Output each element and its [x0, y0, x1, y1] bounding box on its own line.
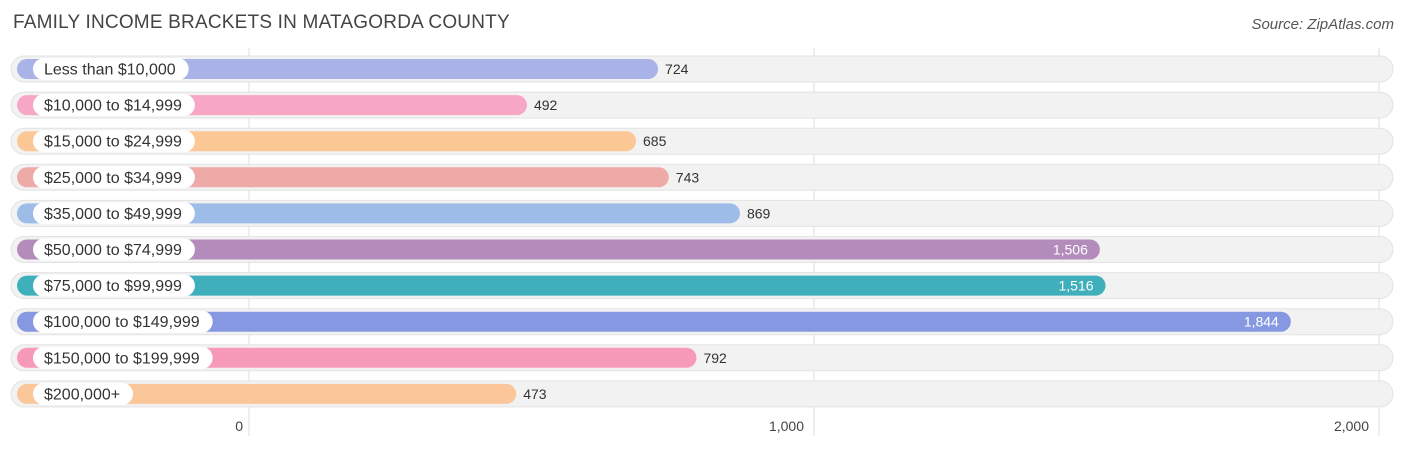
category-pill: [33, 130, 195, 153]
bar-row-8: $150,000 to $199,999 792: [10, 344, 1394, 372]
bar-row-4: $35,000 to $49,999 869: [10, 199, 1394, 227]
value-label: 1,506: [1053, 242, 1088, 258]
value-label: 724: [665, 61, 689, 77]
category-label: $15,000 to $24,999: [44, 134, 182, 151]
category-pill: [33, 382, 134, 405]
category-label: Less than $10,000: [44, 62, 176, 79]
category-pill: [33, 310, 213, 333]
value-label: 1,844: [1244, 314, 1279, 330]
bar-row-0: Less than $10,000 724: [10, 55, 1394, 83]
source-note: Source: ZipAtlas.com: [1251, 16, 1394, 33]
value-label: 492: [534, 97, 558, 113]
category-label: $100,000 to $149,999: [44, 314, 200, 331]
category-pill: [33, 202, 195, 225]
bar-row-2: $15,000 to $24,999 685: [10, 127, 1394, 155]
category-label: $50,000 to $74,999: [44, 242, 182, 259]
category-pill: [33, 274, 195, 297]
bar-row-7: $100,000 to $149,999 1,844: [10, 308, 1394, 336]
bar: [17, 275, 1106, 296]
category-pill: [33, 238, 195, 261]
category-pill: [33, 58, 189, 80]
bar: [17, 311, 1291, 332]
bar-row-5: $50,000 to $74,999 1,506: [10, 236, 1394, 263]
bar-row-3: $25,000 to $34,999 743: [10, 163, 1394, 191]
category-pill: [33, 166, 195, 189]
category-label: $75,000 to $99,999: [44, 278, 182, 295]
ticks-layer: 0 1,000 2,000: [235, 418, 1369, 434]
tick-label-2: 2,000: [1334, 418, 1369, 434]
value-label: 473: [523, 386, 547, 402]
category-pill: [33, 94, 195, 117]
category-label: $35,000 to $49,999: [44, 206, 182, 223]
chart-title: FAMILY INCOME BRACKETS IN MATAGORDA COUN…: [13, 12, 510, 33]
category-label: $10,000 to $14,999: [44, 98, 182, 115]
value-label: 685: [643, 133, 667, 149]
tick-label-1: 1,000: [769, 418, 804, 434]
value-label: 1,516: [1058, 278, 1093, 294]
category-label: $150,000 to $199,999: [44, 350, 200, 367]
category-pill: [33, 346, 213, 369]
category-label: $25,000 to $34,999: [44, 170, 182, 187]
value-label: 792: [703, 350, 727, 366]
value-label: 869: [747, 205, 771, 221]
rows-layer: Less than $10,000 724 $10,000 to $14,999 49…: [10, 55, 1394, 408]
bar: [17, 383, 517, 404]
tick-label-0: 0: [235, 418, 243, 434]
bar-row-9: $200,000+ 473: [10, 380, 1394, 408]
category-label: $200,000+: [44, 386, 120, 403]
bar-row-1: $10,000 to $14,999 492: [10, 91, 1394, 119]
bar: [17, 203, 740, 224]
value-label: 743: [676, 169, 700, 185]
bar-row-6: $75,000 to $99,999 1,516: [10, 272, 1394, 300]
bar: [17, 239, 1100, 260]
